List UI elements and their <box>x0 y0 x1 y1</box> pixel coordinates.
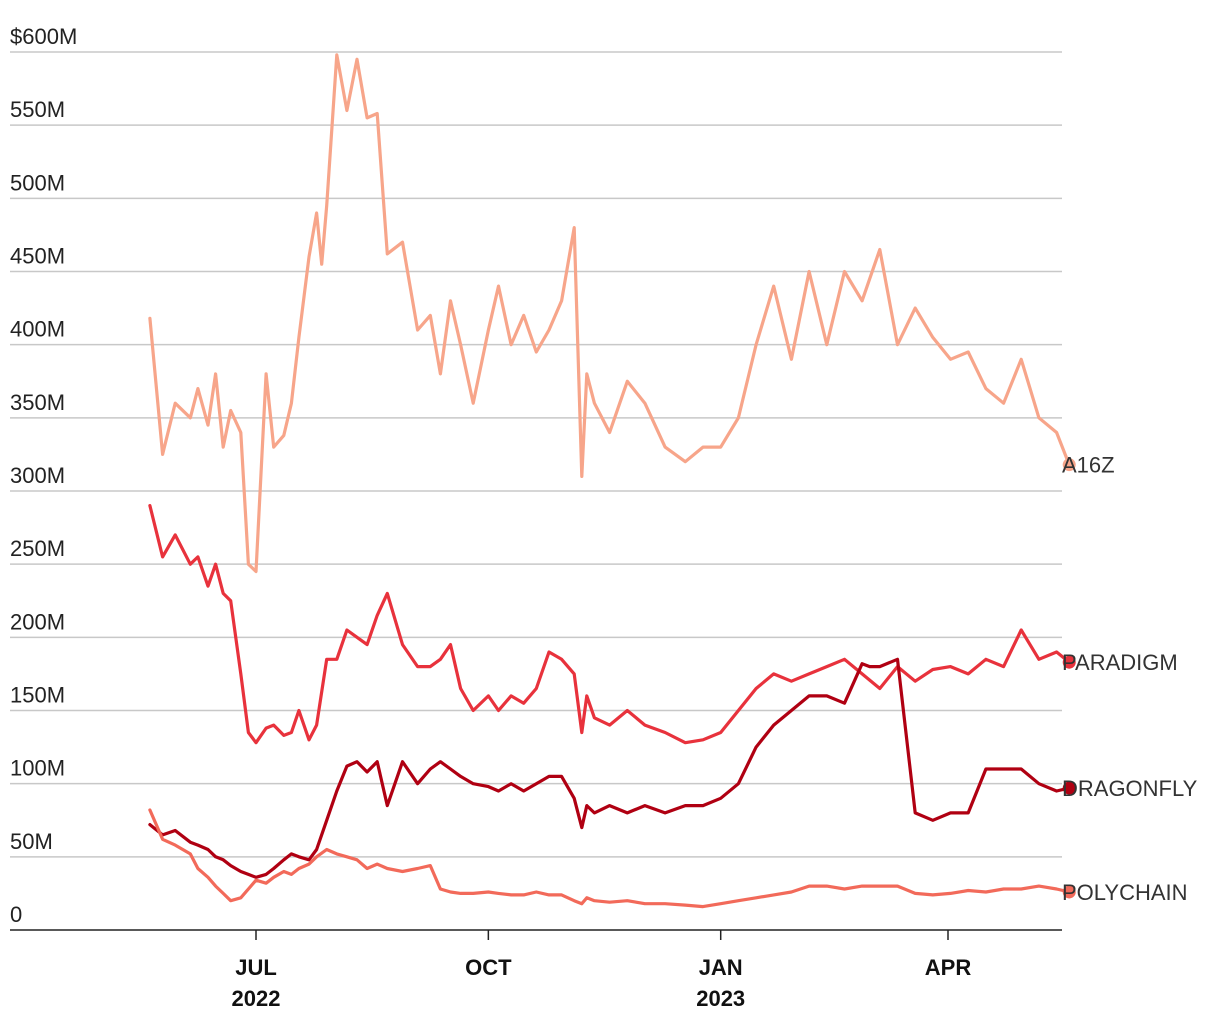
end-marker-a16z <box>1062 458 1076 472</box>
y-tick-label: 0 <box>10 902 22 927</box>
x-tick-month-label: JAN <box>699 955 743 980</box>
end-marker-dragonfly <box>1062 781 1076 795</box>
y-tick-label: $600M <box>10 24 77 49</box>
end-marker-polychain <box>1062 885 1076 899</box>
y-tick-label: 300M <box>10 463 65 488</box>
series-labels: A16Z PARADIGM DRAGONFLY POLYCHAIN <box>1062 453 1198 905</box>
series-lines <box>148 53 1071 909</box>
end-marker-paradigm <box>1062 655 1076 669</box>
y-tick-label: 400M <box>10 317 65 342</box>
x-tick-year-label: 2022 <box>232 986 281 1011</box>
y-axis-tick-labels: 0 50M 100M 150M 200M 250M 300M 350M 400M 450M 500M… <box>10 24 77 927</box>
x-tick-month-label: OCT <box>465 955 512 980</box>
series-label-paradigm: PARADIGM <box>1062 650 1178 675</box>
series-line-a16z <box>148 53 1071 574</box>
y-tick-label: 50M <box>10 829 53 854</box>
y-tick-label: 200M <box>10 609 65 634</box>
y-tick-label: 150M <box>10 683 65 708</box>
series-line-dragonfly <box>148 657 1071 879</box>
y-tick-label: 350M <box>10 390 65 415</box>
y-tick-label: 500M <box>10 170 65 195</box>
series-line-paradigm <box>148 504 1071 745</box>
x-axis-ticks: JUL 2022 OCT JAN 2023 APR <box>232 930 972 1011</box>
series-end-markers <box>1062 458 1076 899</box>
series-line-polychain <box>148 808 1071 909</box>
x-tick-year-label: 2023 <box>696 986 745 1011</box>
series-label-dragonfly: DRAGONFLY <box>1062 776 1198 801</box>
y-tick-label: 550M <box>10 97 65 122</box>
x-tick-month-label: APR <box>925 955 972 980</box>
grid-lines <box>10 51 1062 858</box>
y-tick-label: 250M <box>10 536 65 561</box>
x-tick-month-label: JUL <box>235 955 277 980</box>
y-tick-label: 450M <box>10 244 65 269</box>
series-label-a16z: A16Z <box>1062 453 1115 478</box>
y-tick-label: 100M <box>10 756 65 781</box>
series-label-polychain: POLYCHAIN <box>1062 880 1188 905</box>
